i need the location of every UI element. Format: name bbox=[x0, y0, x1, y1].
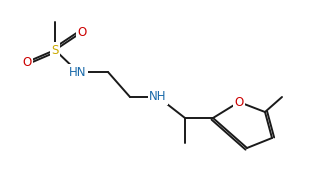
Text: O: O bbox=[234, 96, 244, 108]
Text: O: O bbox=[22, 55, 32, 69]
Text: HN: HN bbox=[69, 66, 87, 79]
Text: S: S bbox=[51, 43, 59, 57]
Text: O: O bbox=[77, 25, 87, 38]
Text: NH: NH bbox=[149, 91, 167, 103]
